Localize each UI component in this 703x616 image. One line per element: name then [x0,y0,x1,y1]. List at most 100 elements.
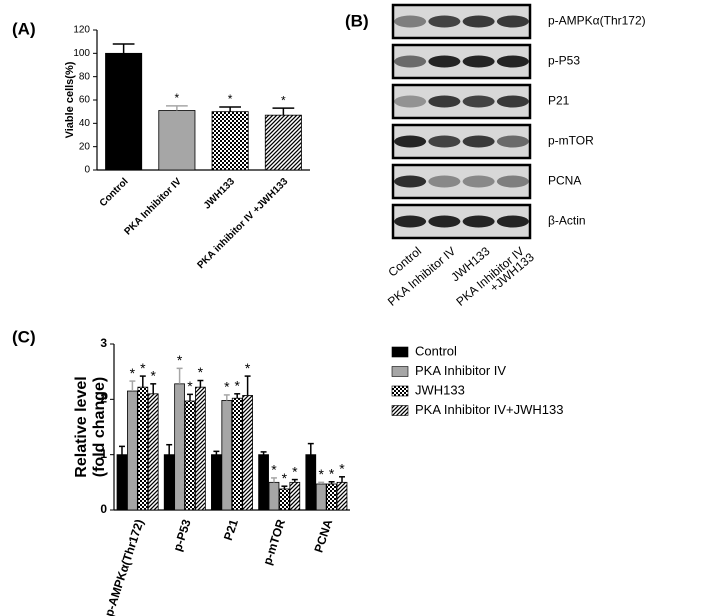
significance-mark: * [339,461,345,477]
error-bar [339,476,345,483]
y-axis-label: Relative level [73,376,90,477]
error-bar [318,481,325,484]
blot-band [394,135,427,148]
significance-mark: * [234,378,240,394]
error-bar [223,394,230,401]
blot-band [496,95,529,108]
protein-label: p-AMPKα(Thr172) [548,14,646,28]
blot-band [394,15,427,28]
blot-band [394,95,427,108]
blot-band [462,55,495,68]
error-bar [150,383,157,394]
error-bar [272,107,295,116]
protein-label: PCNA [548,174,581,188]
error-bar [307,442,314,455]
error-bar [234,393,241,399]
bar [326,483,337,511]
y-tick-label: 120 [73,25,90,36]
significance-mark: * [187,378,193,394]
bar [315,483,327,511]
legend-label: Control [415,343,457,358]
error-bar [187,393,193,401]
bar [105,52,143,171]
panel-label: (A) [12,19,36,38]
x-tick-label: JWH133 [202,176,238,212]
bar [127,390,138,511]
protein-label: P21 [548,94,570,108]
x-tick-label: p-mTOR [260,517,288,566]
blot-band [462,15,495,28]
legend-label: JWH133 [415,382,465,397]
bar [258,454,269,511]
significance-mark: * [281,93,286,107]
protein-label: p-P53 [548,54,580,68]
bar [231,397,243,511]
error-bar [244,375,251,396]
error-bar [119,445,125,455]
error-bar [139,375,146,388]
bar [289,481,301,511]
y-tick-label: 40 [79,118,91,129]
blot-band [496,175,529,188]
x-tick-label: PCNA [311,517,335,554]
blot-band [462,215,495,228]
x-tick-label: p-AMPKα(Thr172) [102,518,147,616]
blot-band [496,215,529,228]
bar [336,481,348,511]
blot-band [394,215,427,228]
y-tick-label: 80 [79,71,91,82]
blot-band [496,135,529,148]
panel-label: (C) [12,327,36,346]
significance-mark: * [177,352,183,368]
bar [174,383,185,511]
x-tick-label: P21 [221,517,241,542]
x-tick-label: PKA Inhibitor IV [123,176,185,238]
bar [221,400,233,511]
error-bar [213,450,220,455]
y-tick-label: 1 [100,447,107,461]
y-tick-label: 0 [100,502,107,516]
blot-band [428,55,461,68]
significance-mark: * [224,379,230,395]
bar [305,454,317,511]
blot-band [496,15,529,28]
bar [158,110,196,171]
significance-mark: * [292,463,298,479]
legend-label: PKA Inhibitor IV [415,363,506,378]
bar [242,395,253,511]
blot-band [428,15,461,28]
y-tick-label: 20 [79,141,91,152]
error-bar [112,43,135,54]
significance-mark: * [150,368,156,384]
error-bar [166,105,188,111]
blot-band [462,135,495,148]
bar [116,454,128,511]
bar [137,386,149,511]
error-bar [291,478,298,483]
blot-band [428,215,461,228]
y-axis-label: Viable cells(%) [64,61,76,138]
bar [163,454,175,511]
significance-mark: * [175,91,180,105]
significance-mark: * [245,360,251,376]
bar [195,386,206,511]
blot-band [394,55,427,68]
significance-mark: * [271,462,277,478]
significance-mark: * [329,465,335,481]
blot-band [496,55,529,68]
significance-mark: * [282,470,288,486]
legend-swatch [391,346,409,358]
blot-band [462,175,495,188]
error-bar [260,451,267,455]
error-bar [281,485,288,489]
bar [211,454,222,511]
protein-label: p-mTOR [548,134,594,148]
legend-swatch [391,385,409,397]
panel-label: (B) [345,11,369,30]
blot-strip [391,163,532,200]
x-tick-label: PKA inhibitor IV +JWH133 [195,176,290,271]
blot-band [428,135,461,148]
error-bar [176,367,183,384]
error-bar [271,477,277,483]
y-tick-label: 0 [84,165,90,176]
